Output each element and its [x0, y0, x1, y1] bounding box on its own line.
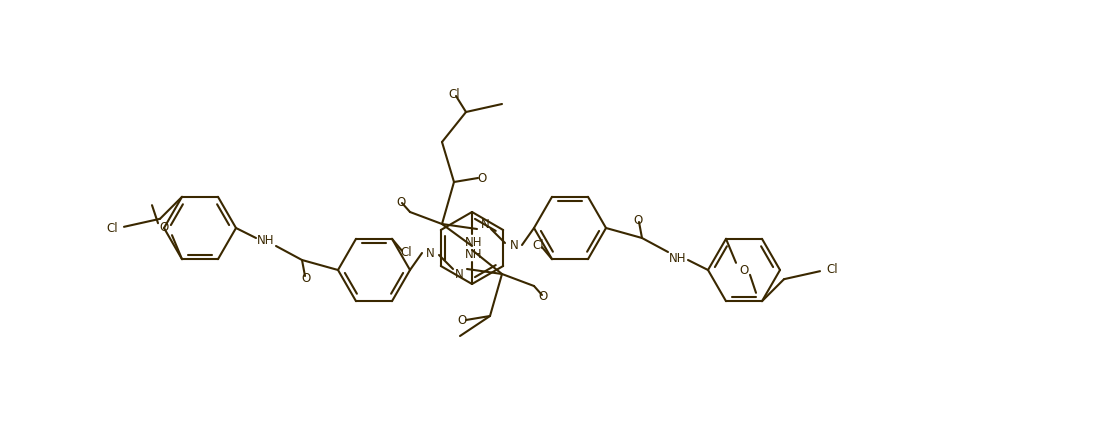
Text: Cl: Cl	[400, 246, 411, 259]
Text: N: N	[454, 268, 463, 280]
Text: NH: NH	[465, 235, 483, 249]
Text: O: O	[633, 214, 643, 226]
Text: NH: NH	[258, 234, 274, 246]
Text: N: N	[510, 238, 519, 252]
Text: N: N	[480, 218, 489, 231]
Text: Cl: Cl	[449, 88, 460, 101]
Text: Cl: Cl	[826, 262, 838, 276]
Text: O: O	[539, 290, 547, 303]
Text: O: O	[396, 195, 406, 208]
Text: NH: NH	[465, 248, 483, 260]
Text: O: O	[457, 313, 466, 327]
Text: N: N	[426, 246, 434, 259]
Text: O: O	[302, 272, 310, 285]
Text: Cl: Cl	[106, 222, 117, 235]
Text: NH: NH	[669, 252, 687, 265]
Text: O: O	[159, 221, 169, 234]
Text: O: O	[739, 264, 748, 277]
Text: Cl: Cl	[532, 238, 544, 252]
Text: O: O	[477, 171, 487, 184]
